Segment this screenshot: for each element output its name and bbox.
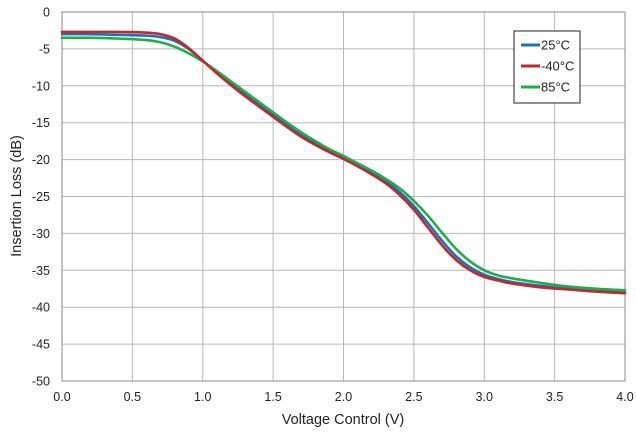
x-tick-label: 3.0 <box>476 390 493 404</box>
y-tick-label: 0 <box>43 6 50 20</box>
x-tick-label: 4.0 <box>616 390 633 404</box>
y-tick-label: -40 <box>32 301 50 315</box>
plot-frame <box>61 11 626 382</box>
x-axis-title: Voltage Control (V) <box>282 412 405 428</box>
y-tick-label: -15 <box>32 116 50 130</box>
series-line-85c <box>60 36 627 292</box>
y-tick-label: -50 <box>32 375 50 389</box>
y-axis-title: Insertion Loss (dB) <box>9 135 25 257</box>
y-tick-label: -35 <box>32 264 50 278</box>
y-tick-label: -5 <box>39 42 50 56</box>
series-line--40c <box>60 30 627 295</box>
x-axis-ticks: 0.0 0.5 1.0 1.5 2.0 2.5 3.0 3.5 4.0 <box>53 390 633 404</box>
x-tick-label: 0.5 <box>124 390 141 404</box>
x-tick-label: 2.0 <box>335 390 352 404</box>
y-tick-label: -20 <box>32 153 50 167</box>
y-tick-label: -30 <box>32 227 50 241</box>
y-tick-label: -45 <box>32 338 50 352</box>
y-tick-label: -25 <box>32 190 50 204</box>
x-tick-label: 1.5 <box>264 390 281 404</box>
series-layer <box>60 30 627 295</box>
y-axis-ticks: 0 -5 -10 -15 -20 -25 -30 -35 -40 -45 -50 <box>32 6 50 389</box>
legend-label: 25°C <box>541 38 570 53</box>
legend: 25°C -40°C 85°C <box>513 30 581 104</box>
x-tick-label: 2.5 <box>405 390 422 404</box>
x-tick-label: 1.0 <box>194 390 211 404</box>
y-tick-label: -10 <box>32 79 50 93</box>
x-tick-label: 3.5 <box>546 390 563 404</box>
legend-label: -40°C <box>541 59 574 74</box>
plot-border <box>61 11 626 382</box>
x-tick-label: 0.0 <box>53 390 70 404</box>
legend-label: 85°C <box>541 80 570 95</box>
